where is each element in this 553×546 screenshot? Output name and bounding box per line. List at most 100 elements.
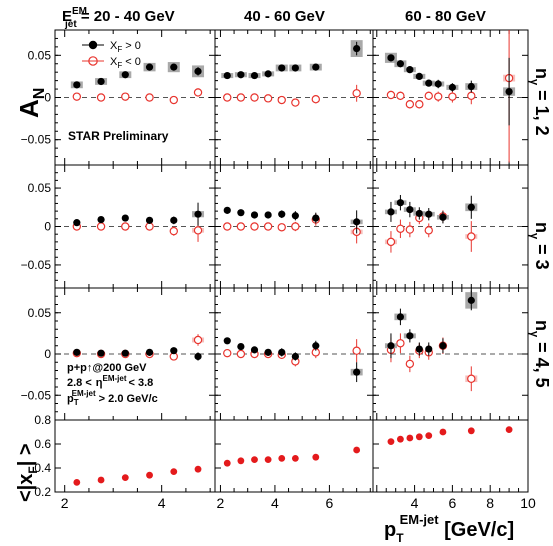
data-point-xf-negative xyxy=(263,222,273,231)
legend-label-pos: XF > 0 xyxy=(110,40,141,54)
data-point-xf-positive xyxy=(312,342,320,350)
data-point-xf-positive xyxy=(467,296,475,304)
xf-y-tick-label: 0.8 xyxy=(34,413,51,427)
data-point-xf-negative xyxy=(193,88,203,97)
xf-data-point xyxy=(146,471,153,479)
y-tick-label: 0.05 xyxy=(28,48,52,62)
data-point-xf-positive xyxy=(439,213,447,221)
x-tick-label: 8 xyxy=(486,495,494,511)
data-point-xf-negative xyxy=(386,90,396,100)
data-point-xf-negative xyxy=(386,237,396,247)
row-label-2: nγ = 3 xyxy=(528,222,552,270)
data-point-xf-positive xyxy=(425,345,433,353)
data-point-xf-negative xyxy=(145,93,154,102)
data-point-xf-negative xyxy=(415,100,424,109)
data-point-xf-positive xyxy=(387,54,395,62)
data-point-xf-negative xyxy=(405,225,415,234)
data-point-xf-positive xyxy=(425,79,433,87)
legend-label-neg: XF < 0 xyxy=(110,56,141,70)
legend-marker-pos xyxy=(88,40,98,50)
data-point-xf-positive xyxy=(312,214,320,222)
panel-frame-r2-c3 xyxy=(372,164,529,289)
xf-y-tick-label: 0.6 xyxy=(34,437,51,451)
x-tick-label: 4 xyxy=(411,495,419,511)
data-point-xf-positive xyxy=(237,71,245,79)
data-point-xf-positive xyxy=(467,203,475,211)
data-point-xf-positive xyxy=(121,71,129,79)
data-point-xf-negative xyxy=(121,222,130,231)
data-point-xf-negative xyxy=(291,98,300,107)
data-point-xf-negative xyxy=(250,93,259,102)
y-axis-label-xf: <|xF| > xyxy=(15,443,40,502)
xf-data-point xyxy=(251,456,258,463)
data-point-xf-positive xyxy=(278,64,286,72)
data-point-xf-positive xyxy=(170,63,178,71)
legend: XF > 0 XF < 0 xyxy=(82,40,141,70)
x-tick-label: 10 xyxy=(520,495,536,511)
data-point-xf-positive xyxy=(170,347,178,355)
data-point-xf-negative xyxy=(72,92,82,101)
data-point-xf-positive xyxy=(415,345,423,353)
data-point-xf-negative xyxy=(467,232,476,241)
xf-data-point xyxy=(439,428,447,436)
eta-cut-label: 2.8 < ηEM-jet < 3.8 xyxy=(67,374,153,389)
data-point-xf-negative xyxy=(277,95,286,105)
y-tick-label: 0.05 xyxy=(28,181,52,195)
data-point-xf-positive xyxy=(194,352,202,361)
xf-data-point xyxy=(194,465,202,473)
data-point-xf-negative xyxy=(291,222,300,231)
xf-data-point xyxy=(264,456,272,463)
data-point-xf-positive xyxy=(291,212,299,220)
x-axis-label: pTEM-jet [GeV/c] xyxy=(384,512,514,545)
xf-data-point xyxy=(397,435,404,443)
xf-y-tick-label: 0.2 xyxy=(34,485,51,499)
y-tick-label: −0.05 xyxy=(21,133,52,147)
data-point-xf-positive xyxy=(425,210,433,218)
data-point-xf-positive xyxy=(73,81,81,89)
data-point-xf-negative xyxy=(193,335,203,345)
data-point-xf-positive xyxy=(194,210,202,218)
data-point-xf-negative xyxy=(467,374,476,383)
x-tick-label: 2 xyxy=(61,495,69,511)
data-point-xf-negative xyxy=(424,91,433,101)
data-point-xf-negative xyxy=(467,91,476,101)
data-point-xf-negative xyxy=(169,226,178,236)
data-point-xf-negative xyxy=(396,91,405,101)
data-point-xf-positive xyxy=(291,352,299,361)
data-point-xf-negative xyxy=(352,89,361,98)
y-tick-label: 0.05 xyxy=(28,306,52,320)
y-tick-label: −0.05 xyxy=(21,258,52,272)
xf-data-point xyxy=(223,459,231,467)
data-point-xf-negative xyxy=(250,222,259,231)
column-title-2: 40 - 60 GeV xyxy=(244,8,325,25)
data-point-xf-positive xyxy=(353,44,361,53)
data-point-xf-negative xyxy=(223,93,232,102)
y-tick-label: 0 xyxy=(44,347,51,361)
xf-panel-frame-c3 xyxy=(372,419,529,493)
x-tick-label: 6 xyxy=(448,495,456,511)
legend-marker-neg xyxy=(88,56,98,66)
data-point-xf-positive xyxy=(396,199,405,207)
xf-data-point xyxy=(505,426,513,433)
data-point-xf-positive xyxy=(406,332,414,340)
data-point-xf-positive xyxy=(97,349,105,357)
data-point-xf-positive xyxy=(415,209,423,218)
data-point-xf-positive xyxy=(264,348,272,356)
data-point-xf-positive xyxy=(73,219,81,227)
xf-data-point xyxy=(121,474,129,481)
xf-y-tick-label: 0.4 xyxy=(34,461,51,475)
data-point-xf-positive xyxy=(194,67,202,75)
data-point-xf-positive xyxy=(439,342,447,350)
data-point-xf-negative xyxy=(121,92,130,101)
data-point-xf-negative xyxy=(396,224,405,234)
x-tick-label: 4 xyxy=(158,495,166,511)
data-point-xf-positive xyxy=(396,313,405,321)
data-point-xf-positive xyxy=(97,215,105,224)
data-point-xf-positive xyxy=(278,348,286,356)
data-point-xf-positive xyxy=(387,208,395,216)
xf-data-point xyxy=(415,433,423,441)
data-point-xf-positive xyxy=(97,77,105,86)
data-point-xf-positive xyxy=(250,71,259,80)
data-point-xf-negative xyxy=(223,222,232,231)
